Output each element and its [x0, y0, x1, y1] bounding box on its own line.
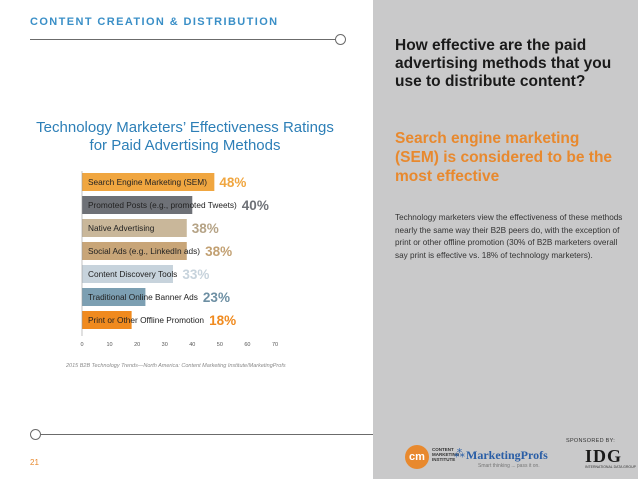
- bar: [82, 311, 132, 329]
- sidebar-answer: Search engine marketing (SEM) is conside…: [395, 130, 613, 185]
- bar-category-label: Traditional Online Banner Ads: [88, 292, 198, 302]
- top-divider-circle-icon: [335, 34, 346, 45]
- bar-category-label: Search Engine Marketing (SEM): [88, 177, 207, 187]
- x-tick-label: 60: [244, 342, 250, 348]
- x-tick-label: 70: [272, 342, 278, 348]
- bar-category-label: Promoted Posts (e.g., promoted Tweets): [88, 200, 237, 210]
- marketingprofs-name: MarketingProfs: [466, 448, 548, 462]
- x-tick-label: 0: [80, 342, 83, 348]
- bar-chart: Search Engine Marketing (SEM) 48% Promoted…: [80, 171, 278, 348]
- marketingprofs-tagline: Smart thinking ... pass it on.: [478, 463, 540, 469]
- main-panel: [0, 0, 373, 479]
- bottom-divider: [40, 434, 373, 435]
- page-number: 21: [30, 458, 39, 467]
- sidebar-body: Technology marketers view the effectiven…: [395, 213, 623, 260]
- bar-category-label: Print or Other Offline Promotion: [88, 315, 204, 325]
- x-tick-label: 20: [134, 342, 140, 348]
- bar-value-label: 33%: [182, 267, 209, 282]
- bar-value-label: 18%: [209, 313, 236, 328]
- idg-name: IDG: [585, 446, 623, 466]
- bar-category-label: Content Discovery Tools: [88, 269, 177, 279]
- section-title: CONTENT CREATION & DISTRIBUTION: [30, 16, 279, 28]
- bar: [82, 196, 193, 214]
- sidebar-question: How effective are the paid advertising m…: [395, 37, 612, 90]
- bar: [82, 173, 215, 191]
- x-tick-label: 30: [162, 342, 168, 348]
- chart-source: 2015 B2B Technology Trends—North America…: [66, 363, 286, 369]
- cmi-logo-text: CONTENT MARKETING INSTITUTE: [432, 447, 460, 463]
- idg-tagline: INTERNATIONAL DATA GROUP: [585, 465, 637, 469]
- bar-value-label: 48%: [219, 175, 246, 190]
- sponsored-label: SPONSORED BY:: [566, 438, 616, 444]
- bar: [82, 219, 187, 237]
- marketingprofs-logo: ⁂ MarketingProfs Smart thinking ... pass…: [454, 448, 548, 469]
- top-divider: [30, 39, 340, 40]
- x-tick-label: 10: [107, 342, 113, 348]
- bar-value-label: 40%: [242, 198, 269, 213]
- bar-category-label: Social Ads (e.g., LinkedIn ads): [88, 246, 200, 256]
- bar-category-label: Native Advertising: [88, 223, 155, 233]
- bar-value-label: 38%: [192, 221, 219, 236]
- marketingprofs-swirl-icon: ⁂: [454, 448, 465, 460]
- sidebar-panel: [373, 0, 638, 479]
- bar: [82, 242, 187, 260]
- cmi-logo-mark: cm: [405, 445, 429, 469]
- idg-logo: IDG INTERNATIONAL DATA GROUP: [585, 446, 636, 469]
- bar: [82, 288, 146, 306]
- chart-title: Technology Marketers’ Effectiveness Rati…: [36, 119, 334, 154]
- x-tick-label: 40: [189, 342, 195, 348]
- bar: [82, 265, 173, 283]
- bar-value-label: 23%: [203, 290, 230, 305]
- x-tick-label: 50: [217, 342, 223, 348]
- bar-value-label: 38%: [205, 244, 232, 259]
- bottom-divider-circle-icon: [30, 429, 41, 440]
